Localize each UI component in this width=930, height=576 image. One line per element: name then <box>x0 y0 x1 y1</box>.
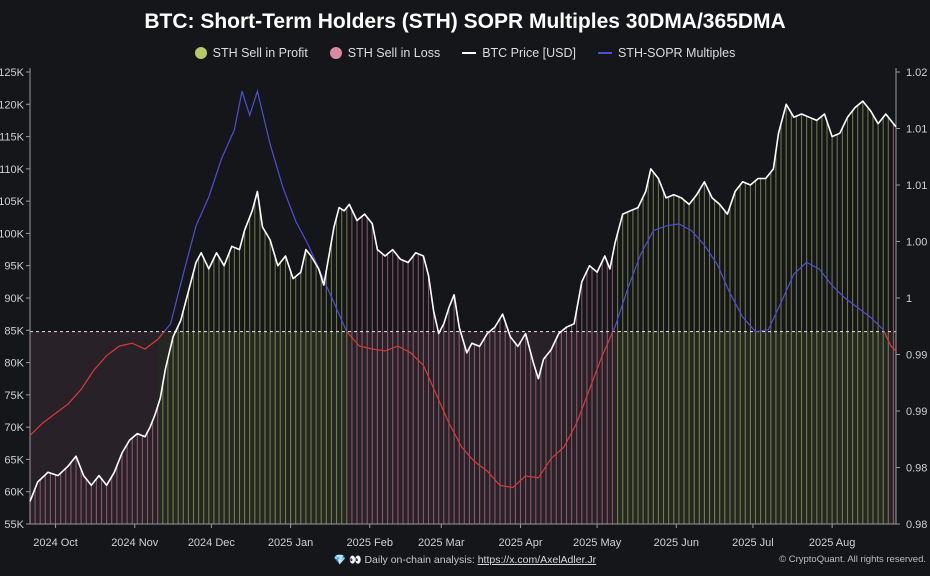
regime-band-0 <box>30 331 158 524</box>
y-left-tick-label: 85K <box>4 325 24 337</box>
y-left-tick-label: 70K <box>4 422 24 434</box>
legend-profit-label: STH Sell in Profit <box>212 46 308 60</box>
y-right-tick-label: 1.00 <box>906 237 927 249</box>
x-tick-label: 2024 Dec <box>188 537 236 549</box>
legend-price-label: BTC Price [USD] <box>482 46 576 60</box>
y-left-tick-label: 90K <box>4 293 24 305</box>
y-left-tick-label: 125K <box>0 67 25 79</box>
legend-sopr-label: STH-SOPR Multiples <box>617 46 736 60</box>
x-tick-label: 2025 May <box>573 537 622 549</box>
y-right-tick-label: 0.99 <box>906 406 927 418</box>
regime-background-layer <box>30 331 896 524</box>
regime-band-4 <box>888 331 896 524</box>
y-right-tick-label: 1 <box>906 293 912 305</box>
x-tick-label: 2025 Aug <box>809 537 856 549</box>
legend-price-line <box>462 52 477 54</box>
legend-item-sopr[interactable]: STH-SOPR Multiples <box>597 46 736 60</box>
axes-layer: 55K 60K 65K 70K 75K 80K 85K 90K 95K 100K 105K 110K 1… <box>0 67 927 549</box>
legend-loss-dot <box>329 47 342 59</box>
y-right-tick-label: 0.99 <box>906 350 927 362</box>
x-tick-label: 2025 Mar <box>418 537 465 549</box>
x-tick-label: 2025 Jun <box>654 537 699 549</box>
footer-copyright: © CryptoQuant. All rights reserved. <box>779 554 926 565</box>
x-tick-label: 2025 Jan <box>268 537 313 549</box>
regime-bars-layer <box>29 101 894 524</box>
y-left-tick-label: 60K <box>4 487 24 499</box>
x-tick-label: 2025 Feb <box>347 537 393 549</box>
y-left-tick-label: 115K <box>0 132 25 144</box>
btc-price-line <box>29 100 897 502</box>
y-left-tick-label: 80K <box>4 358 24 370</box>
chart-title: BTC: Short-Term Holders (STH) SOPR Multi… <box>144 10 786 33</box>
legend-sopr-line <box>597 52 612 54</box>
y-left-tick-label: 100K <box>0 228 25 240</box>
legend-item-btc-price[interactable]: BTC Price [USD] <box>462 46 576 60</box>
legend-profit-dot <box>194 47 207 59</box>
sopr-multiples-line <box>29 88 897 489</box>
x-tick-label: 2025 Jul <box>732 537 774 549</box>
y-left-tick-label: 110K <box>0 164 25 176</box>
regime-band-1 <box>157 331 347 524</box>
y-left-tick-label: 75K <box>4 390 24 402</box>
x-tick-label: 2025 Apr <box>498 537 542 549</box>
x-tick-label: 2024 Nov <box>111 537 159 549</box>
y-left-tick-label: 120K <box>0 99 25 111</box>
legend-loss-label: STH Sell in Loss <box>347 46 441 60</box>
y-right-tick-label: 1.01 <box>906 124 927 136</box>
legend-item-profit[interactable]: STH Sell in Profit <box>194 46 308 60</box>
footer-analysis: 💎 👀 Daily on-chain analysis: https://x.c… <box>0 554 930 566</box>
y-left-tick-label: 105K <box>0 196 25 208</box>
legend-item-loss[interactable]: STH Sell in Loss <box>329 46 441 60</box>
y-right-tick-label: 1.01 <box>906 180 927 192</box>
chart-legend: STH Sell in Profit STH Sell in Loss BTC … <box>0 46 930 60</box>
y-right-tick-label: 0.98 <box>906 463 927 475</box>
y-left-tick-label: 95K <box>4 261 24 273</box>
y-left-tick-label: 55K <box>4 519 24 531</box>
footer-analysis-text: Daily on-chain analysis: <box>364 554 475 566</box>
footer-emojis: 💎 👀 <box>333 555 362 566</box>
x-tick-label: 2024 Oct <box>33 537 78 549</box>
y-left-tick-label: 65K <box>4 454 24 466</box>
footer-analysis-link[interactable]: https://x.com/AxelAdler.Jr <box>477 554 597 566</box>
regime-band-2 <box>346 331 615 524</box>
y-right-tick-label: 1.02 <box>906 67 927 79</box>
y-right-tick-label: 0.98 <box>906 519 927 531</box>
